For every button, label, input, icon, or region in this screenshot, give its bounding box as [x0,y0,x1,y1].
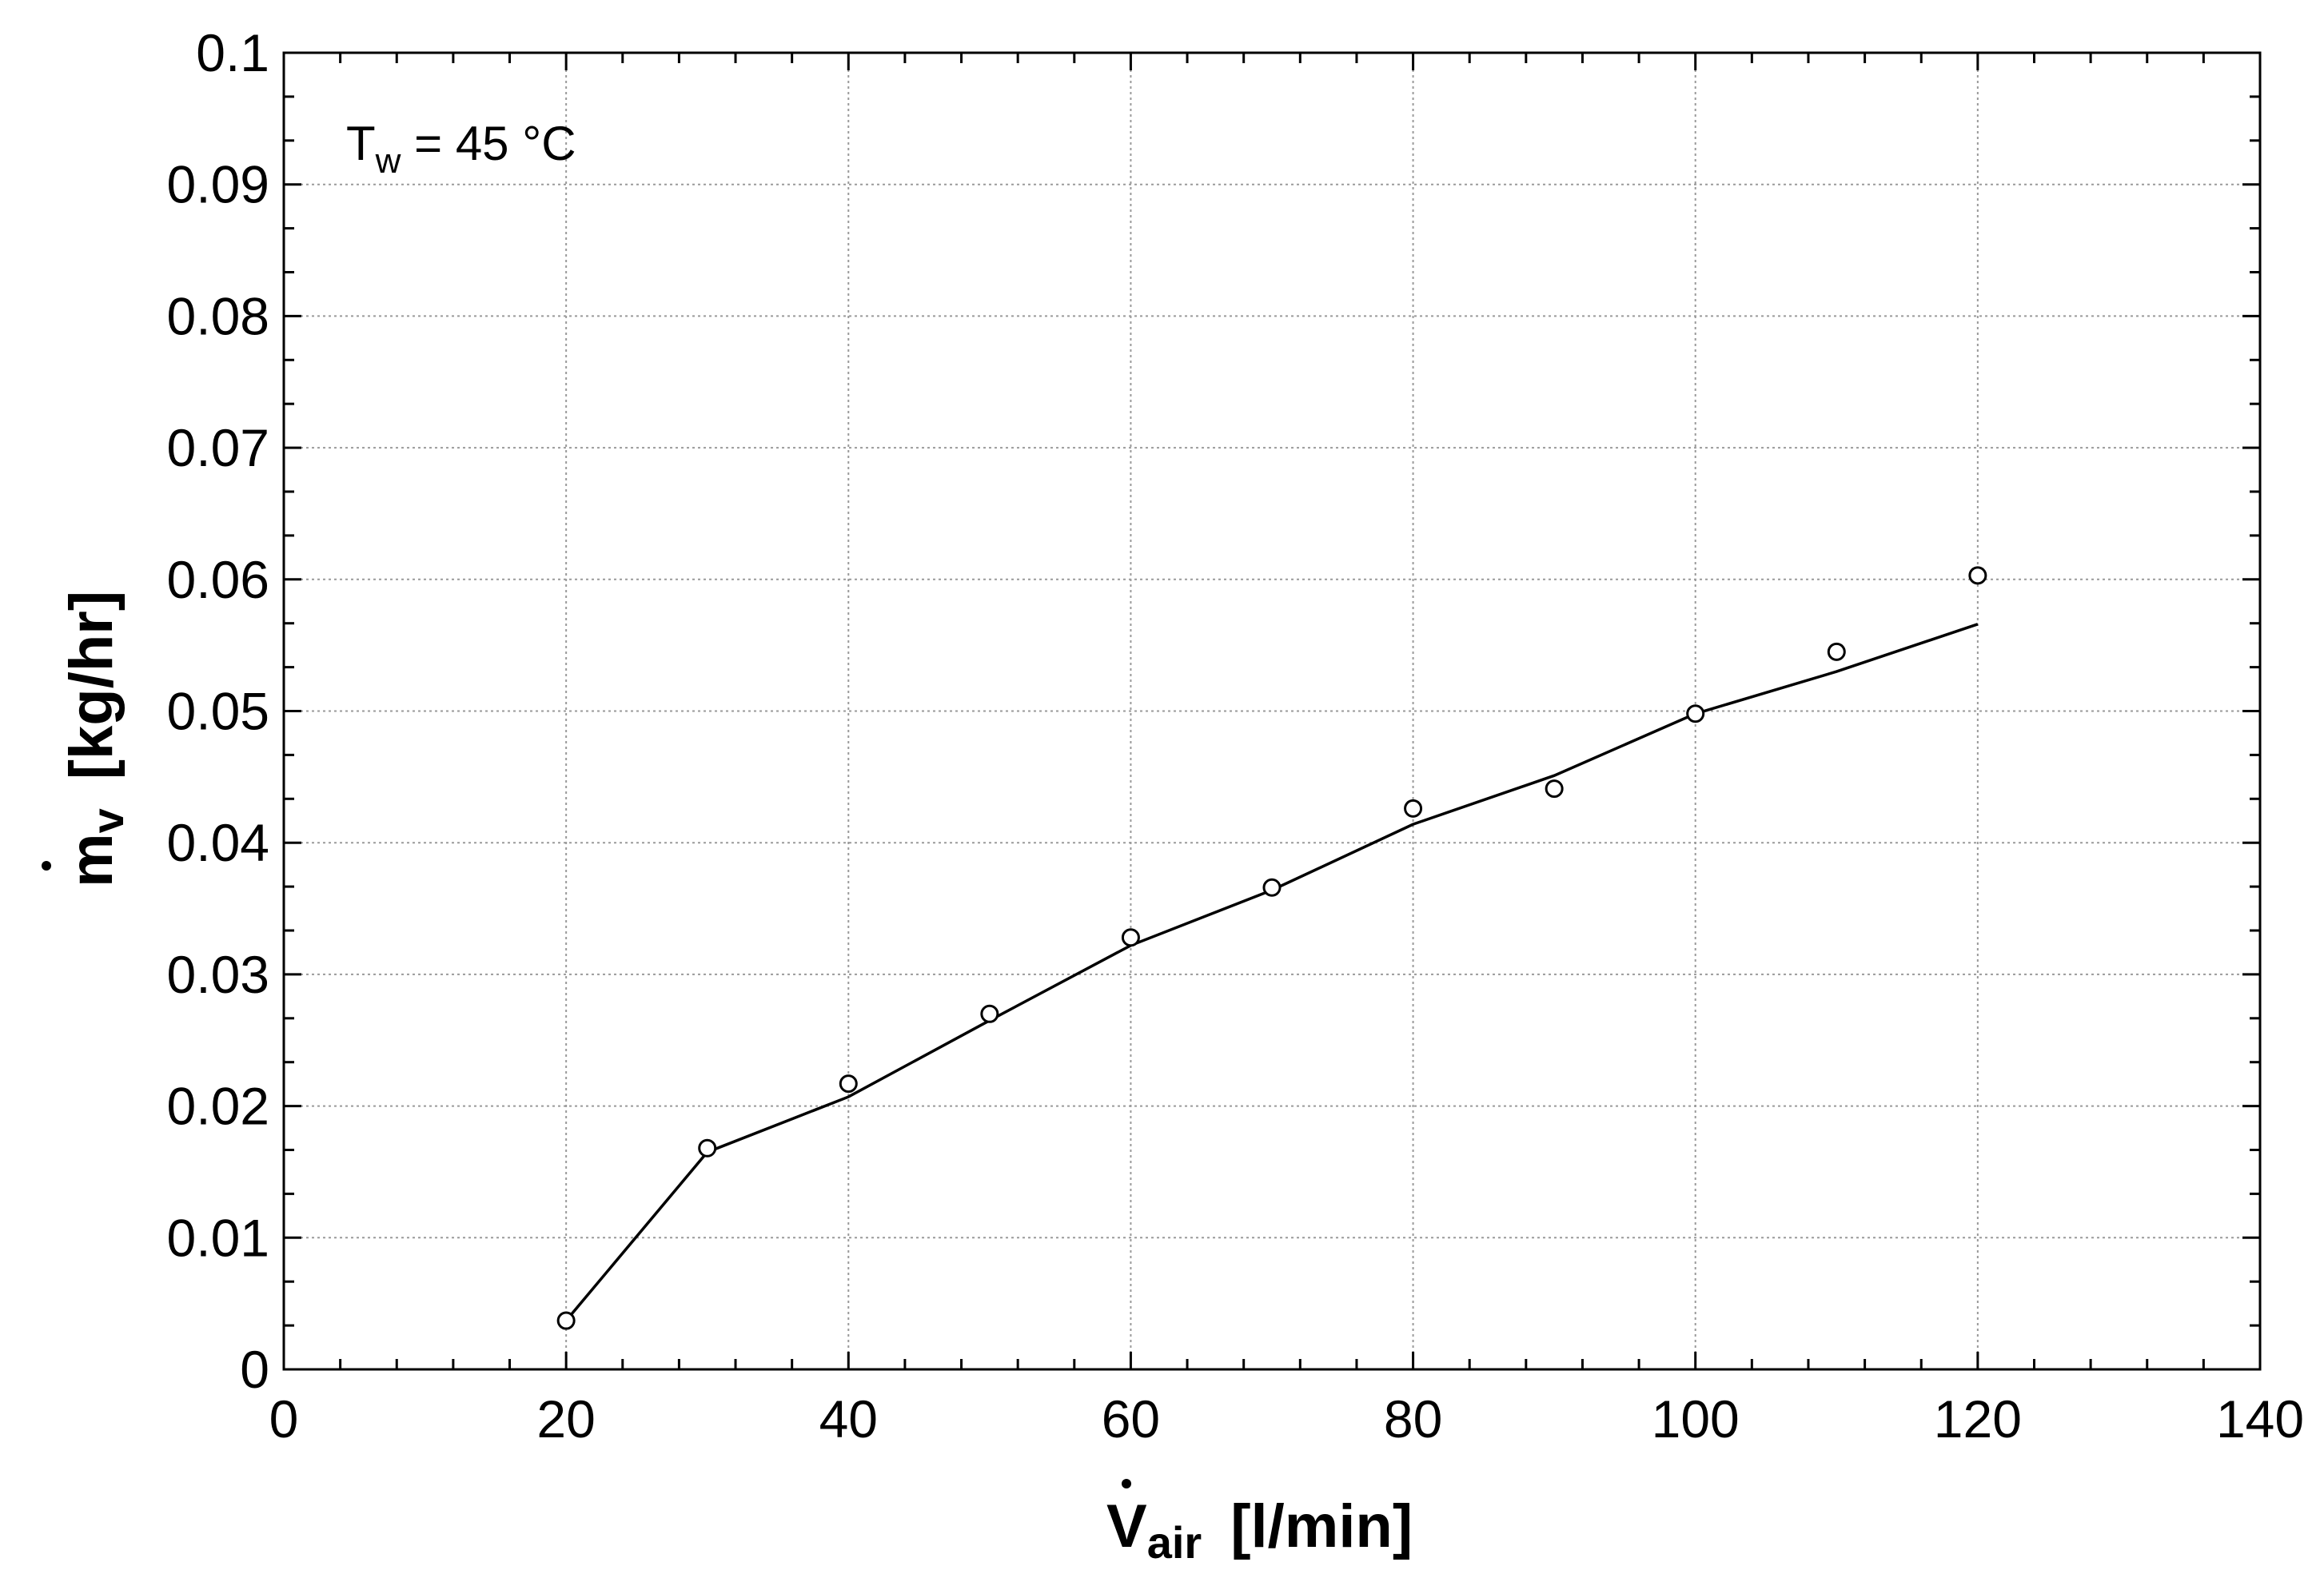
y-tick-label: 0.04 [167,813,269,872]
x-tick-label: 120 [1934,1389,2022,1449]
x-tick-label: 100 [1652,1389,1740,1449]
x-tick-label: 140 [2216,1389,2304,1449]
y-tick-label: 0 [240,1340,269,1399]
y-axis-title-dot [42,861,51,871]
measured-points-series [556,566,1987,1330]
y-axis-title-subscript: v [82,808,133,833]
data-point-marker [1262,878,1282,897]
annotation-main: T [346,117,376,170]
annotation-rest: = 45 °C [401,117,576,170]
data-point-marker [1827,642,1846,661]
data-point-marker [1968,566,1987,585]
plot-area-frame [282,51,2262,1371]
x-tick-label: 80 [1384,1389,1442,1449]
y-tick-labels: 0 0.01 0.02 0.03 0.04 0.05 0.06 0.07 0.08 0.09 0.1 [167,23,269,1399]
y-tick-label: 0.06 [167,550,269,609]
y-tick-label: 0.02 [167,1077,269,1136]
data-point-marker [980,1004,999,1023]
x-axis-title: Vair [l/min] [1106,1479,1413,1568]
data-point-marker [1686,704,1705,723]
svg-text:Vair[l/min]: Vair [l/min] [1106,1492,1413,1568]
grid-lines [284,53,2260,1369]
x-tick-labels: 0 20 40 60 80 100 120 140 [269,1389,2304,1449]
y-axis-title-main: m [58,833,126,887]
x-axis-title-dot [1122,1479,1131,1488]
x-axis-title-unit: [l/min] [1230,1492,1413,1560]
data-point-marker [1545,779,1564,799]
x-axis-title-main: V [1106,1492,1147,1560]
y-tick-label: 0.08 [167,286,269,345]
annotation-text: Tw = 45 °C [346,117,576,181]
y-tick-label: 0.09 [167,155,269,214]
y-axis-title-unit: [kg/hr] [58,591,126,779]
x-axis-title-subscript: air [1147,1517,1202,1568]
y-tick-label: 0.05 [167,682,269,741]
y-tick-label: 0.1 [196,23,269,82]
x-tick-label: 0 [269,1389,299,1449]
annotation-subscript: w [375,141,401,181]
data-point-marker [556,1311,576,1330]
y-tick-label: 0.01 [167,1208,269,1267]
x-tick-label: 60 [1102,1389,1160,1449]
svg-text:mv[kg/hr]: mv [kg/hr] [58,591,133,887]
y-axis-title: mv [kg/hr] [42,591,133,887]
y-tick-label: 0.03 [167,945,269,1004]
data-point-marker [839,1074,858,1094]
x-tick-label: 40 [819,1389,878,1449]
x-tick-label: 20 [536,1389,595,1449]
data-point-marker [1404,799,1423,818]
y-tick-label: 0.07 [167,418,269,477]
data-point-marker [1121,928,1140,947]
data-point-marker [698,1138,717,1158]
